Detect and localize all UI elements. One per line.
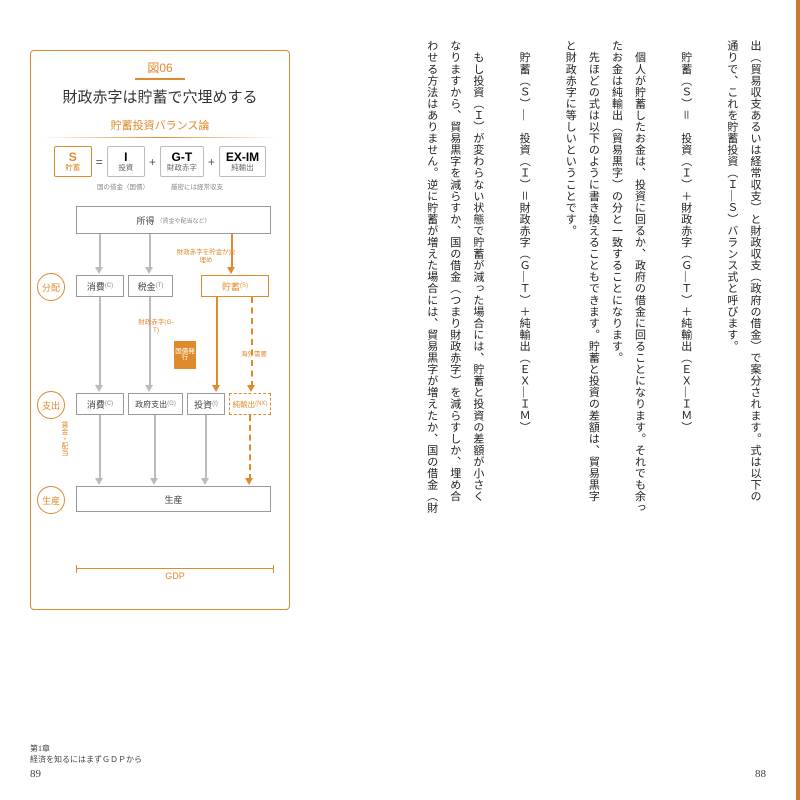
- page-right: 出（貿易収支あるいは経常収支）と財政収支（政府の借金）で案分されます。式は以下の…: [400, 0, 800, 800]
- gdp-label: GDP: [161, 571, 189, 581]
- gdp-bracket: GDP: [76, 568, 274, 569]
- eq-term-s: S貯蓄: [54, 146, 92, 177]
- plus-sign: +: [149, 155, 156, 169]
- flow-diagram: 分配 支出 生産 所得（賃金や配当など） 消費(C) 税金(T) 貯蓄(S) 財…: [41, 201, 279, 551]
- box-consumption: 消費(C): [76, 275, 124, 297]
- equals-sign: =: [96, 155, 103, 169]
- box-savings: 貯蓄(S): [201, 275, 269, 297]
- box-bond: 国債発行: [174, 341, 196, 369]
- box-netexport: 純輸出(NX): [229, 393, 271, 415]
- row-label-production: 生産: [37, 486, 65, 514]
- eq-note-2: 厳密には経常収支: [171, 181, 223, 191]
- eq-term-i: I投資: [107, 146, 145, 177]
- page-left: 図06 財政赤字は貯蓄で穴埋めする 貯蓄投資バランス論 S貯蓄 = I投資 + …: [0, 0, 400, 800]
- chapter-label: 第1章 経済を知るにはまずＧＤＰから: [30, 744, 142, 765]
- annotation-deficit: 財政赤字(G-T): [136, 319, 176, 333]
- page-number-right: 88: [755, 768, 766, 780]
- box-gov: 政府支出(G): [128, 393, 183, 415]
- plus-sign: +: [208, 155, 215, 169]
- body-text-right: 出（貿易収支あるいは経常収支）と財政収支（政府の借金）で案分されます。式は以下の…: [420, 40, 766, 750]
- equation-row: S貯蓄 = I投資 + G-T財政赤字 + EX-IM純輸出: [41, 146, 279, 177]
- eq-term-ex: EX-IM純輸出: [219, 146, 266, 177]
- figure-title: 財政赤字は貯蓄で穴埋めする: [41, 86, 279, 107]
- row-label-expenditure: 支出: [37, 391, 65, 419]
- eq-note-1: 国の借金（国債）: [97, 181, 149, 191]
- box-investment: 投資(I): [187, 393, 225, 415]
- figure-subtitle: 貯蓄投資バランス論: [41, 117, 279, 133]
- box-production: 生産: [76, 486, 271, 512]
- figure-number: 図06: [135, 59, 185, 80]
- divider: [41, 137, 279, 138]
- equation-notes: 国の借金（国債） 厳密には経常収支: [41, 181, 279, 191]
- eq-term-gt: G-T財政赤字: [160, 146, 204, 177]
- row-label-distribution: 分配: [37, 273, 65, 301]
- annotation-foreign: 海外需要: [236, 351, 272, 358]
- figure-box: 図06 財政赤字は貯蓄で穴埋めする 貯蓄投資バランス論 S貯蓄 = I投資 + …: [30, 50, 290, 610]
- annotation-fill: 財政赤字を貯金が穴埋め: [176, 249, 236, 263]
- side-label-wages: 賃金・配当: [59, 421, 69, 456]
- box-tax: 税金(T): [128, 275, 173, 297]
- box-consumption2: 消費(C): [76, 393, 124, 415]
- page-number-left: 89: [30, 768, 41, 780]
- box-income: 所得（賃金や配当など）: [76, 206, 271, 234]
